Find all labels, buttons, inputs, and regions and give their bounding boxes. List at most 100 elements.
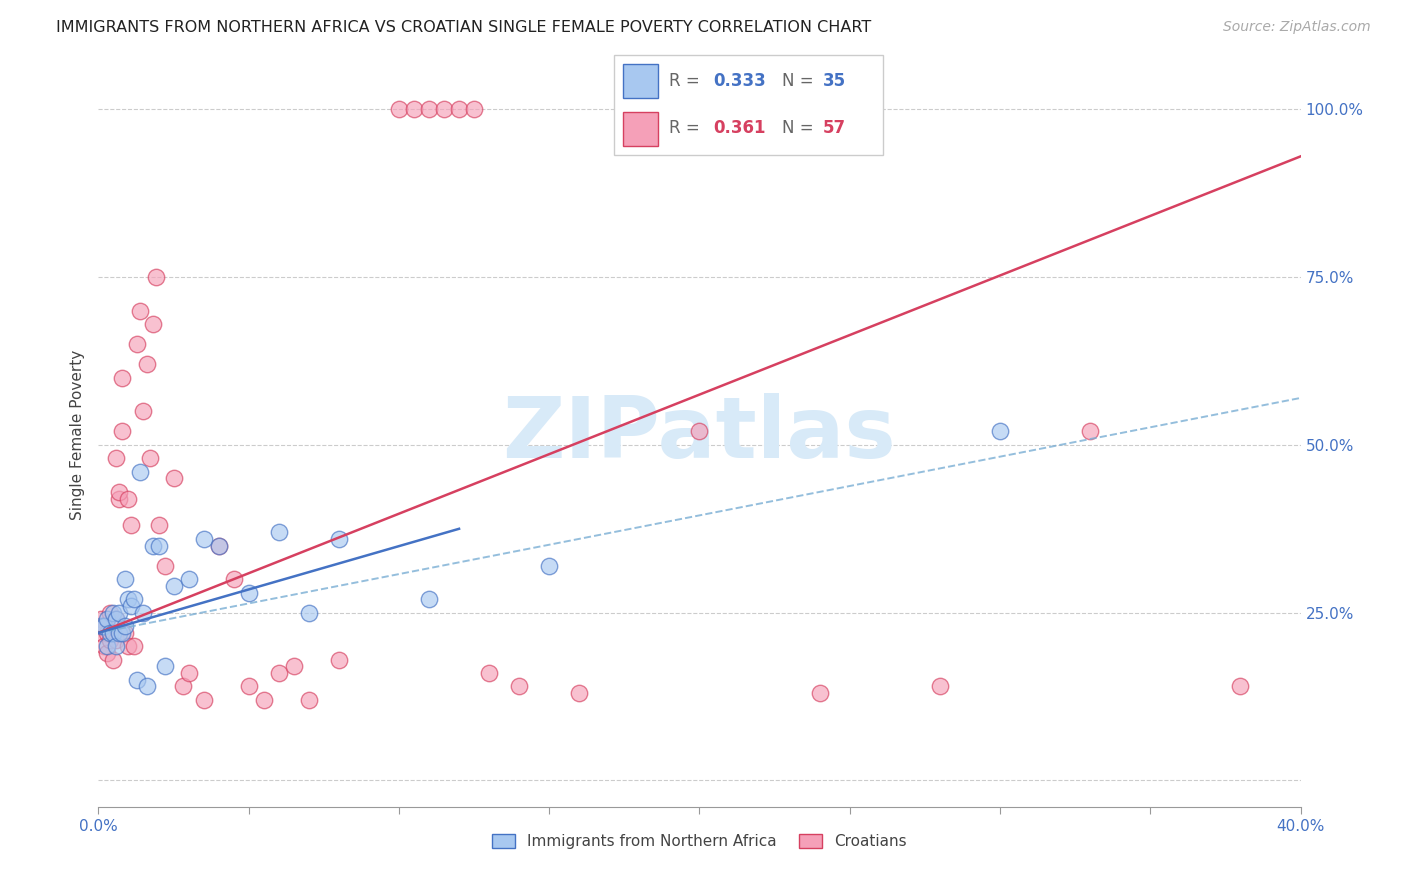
- Point: [105, 612, 128, 626]
- Point: [96, 639, 118, 653]
- Point: [283, 659, 305, 673]
- Point: [96, 646, 118, 660]
- Point: [508, 680, 530, 694]
- Bar: [623, 64, 658, 97]
- Point: [988, 425, 1011, 439]
- Point: [148, 518, 170, 533]
- Point: [222, 572, 245, 586]
- Point: [328, 653, 350, 667]
- Point: [447, 103, 470, 117]
- Text: IMMIGRANTS FROM NORTHERN AFRICA VS CROATIAN SINGLE FEMALE POVERTY CORRELATION CH: IMMIGRANTS FROM NORTHERN AFRICA VS CROAT…: [56, 20, 872, 35]
- Text: Source: ZipAtlas.com: Source: ZipAtlas.com: [1223, 20, 1371, 34]
- Point: [808, 686, 831, 700]
- Point: [1078, 425, 1101, 439]
- Point: [129, 303, 152, 318]
- Bar: [623, 112, 658, 145]
- Point: [103, 606, 125, 620]
- Point: [238, 585, 260, 599]
- Point: [93, 639, 115, 653]
- Point: [105, 612, 128, 626]
- Y-axis label: Single Female Poverty: Single Female Poverty: [70, 350, 86, 520]
- Point: [90, 612, 112, 626]
- Point: [108, 606, 131, 620]
- Point: [298, 606, 321, 620]
- Point: [135, 358, 157, 372]
- Point: [208, 539, 231, 553]
- Point: [100, 606, 122, 620]
- Point: [103, 625, 125, 640]
- Point: [117, 639, 139, 653]
- Point: [96, 625, 118, 640]
- Point: [238, 680, 260, 694]
- Point: [105, 639, 128, 653]
- Point: [162, 471, 184, 485]
- Point: [177, 572, 200, 586]
- Point: [153, 558, 176, 573]
- Point: [127, 337, 149, 351]
- Point: [208, 539, 231, 553]
- Point: [253, 693, 276, 707]
- Point: [114, 625, 136, 640]
- Point: [153, 659, 176, 673]
- Point: [298, 693, 321, 707]
- Legend: Immigrants from Northern Africa, Croatians: Immigrants from Northern Africa, Croatia…: [485, 828, 914, 855]
- Text: N =: N =: [782, 71, 818, 90]
- Text: N =: N =: [782, 120, 818, 137]
- Point: [108, 484, 131, 499]
- Point: [105, 451, 128, 466]
- Text: 57: 57: [823, 120, 846, 137]
- Point: [121, 599, 143, 613]
- Point: [96, 612, 118, 626]
- Point: [433, 103, 456, 117]
- Point: [929, 680, 952, 694]
- Point: [141, 539, 163, 553]
- Point: [328, 532, 350, 546]
- Point: [138, 451, 160, 466]
- Point: [135, 680, 157, 694]
- Point: [117, 592, 139, 607]
- Text: R =: R =: [669, 120, 706, 137]
- Point: [90, 619, 112, 633]
- Point: [111, 625, 134, 640]
- Point: [193, 693, 215, 707]
- Point: [108, 491, 131, 506]
- Point: [418, 592, 440, 607]
- Point: [568, 686, 591, 700]
- Point: [132, 606, 155, 620]
- Point: [103, 653, 125, 667]
- Point: [1229, 680, 1251, 694]
- Point: [177, 666, 200, 681]
- Point: [111, 425, 134, 439]
- Point: [193, 532, 215, 546]
- Text: 35: 35: [823, 71, 846, 90]
- Point: [111, 371, 134, 385]
- Point: [148, 539, 170, 553]
- Text: 0.333: 0.333: [713, 71, 766, 90]
- Text: ZIPatlas: ZIPatlas: [502, 393, 897, 476]
- Point: [388, 103, 411, 117]
- Point: [114, 572, 136, 586]
- Point: [172, 680, 194, 694]
- Point: [129, 465, 152, 479]
- Point: [90, 625, 112, 640]
- Point: [267, 525, 290, 540]
- Text: 0.361: 0.361: [713, 120, 765, 137]
- Point: [162, 579, 184, 593]
- Point: [463, 103, 485, 117]
- Point: [141, 317, 163, 331]
- Point: [100, 625, 122, 640]
- Point: [402, 103, 425, 117]
- Point: [103, 625, 125, 640]
- Point: [124, 639, 146, 653]
- Point: [538, 558, 561, 573]
- Point: [145, 270, 167, 285]
- Point: [108, 625, 131, 640]
- Point: [117, 491, 139, 506]
- Point: [93, 619, 115, 633]
- Point: [93, 619, 115, 633]
- Point: [267, 666, 290, 681]
- Point: [121, 518, 143, 533]
- Text: R =: R =: [669, 71, 706, 90]
- Point: [418, 103, 440, 117]
- Point: [100, 632, 122, 647]
